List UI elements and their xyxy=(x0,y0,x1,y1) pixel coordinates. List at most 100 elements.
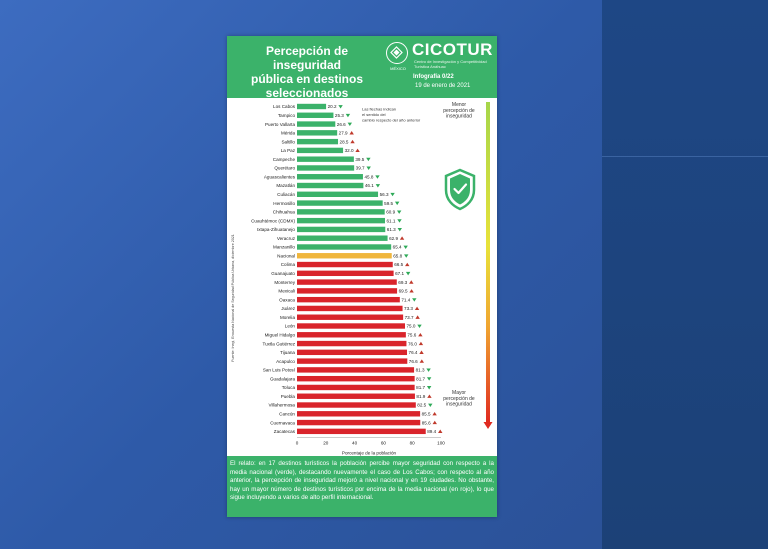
category-label: Saltillo xyxy=(281,139,295,144)
bar xyxy=(297,332,406,338)
category-label: Mexicali xyxy=(278,289,295,294)
change-arrow-down-icon xyxy=(426,377,432,381)
bar xyxy=(297,226,386,233)
data-label: 85.5 xyxy=(422,412,431,417)
change-arrow-down-icon xyxy=(426,368,431,372)
legend-note: Las flechas indican xyxy=(362,107,396,112)
data-label: 76.4 xyxy=(409,350,418,355)
category-label: Culiacán xyxy=(277,192,295,197)
infographic-header: Percepción de inseguridad pública en des… xyxy=(227,36,497,100)
bar xyxy=(297,103,327,110)
category-label: Hermosillo xyxy=(273,201,295,206)
change-arrow-down-icon xyxy=(347,122,353,127)
legend-note: el sentido del xyxy=(362,112,386,117)
bar xyxy=(297,191,379,197)
infographic-title: Percepción de inseguridad pública en des… xyxy=(233,44,381,100)
category-label: Cancún xyxy=(279,412,295,417)
change-arrow-down-icon xyxy=(397,228,402,232)
data-label: 75.0 xyxy=(407,324,416,329)
data-label: 45.8 xyxy=(364,174,373,179)
x-tick-label: 80 xyxy=(410,440,416,445)
category-label: Chihuahua xyxy=(273,210,296,215)
x-tick-label: 60 xyxy=(381,440,387,445)
change-arrow-up-icon xyxy=(427,394,432,398)
infographic-card: Percepción de inseguridad pública en des… xyxy=(227,36,497,517)
bar xyxy=(297,253,392,259)
seal-label: MÉXICO xyxy=(390,66,406,71)
publication-date: 19 de enero de 2021 xyxy=(415,83,471,89)
category-label: Tampico xyxy=(278,113,296,118)
category-label: Tijuana xyxy=(280,350,295,355)
category-label: Mérida xyxy=(281,131,295,136)
category-label: Mazatlán xyxy=(276,183,295,188)
background-right-band xyxy=(602,0,768,549)
data-label: 81.7 xyxy=(416,385,425,390)
bar xyxy=(297,182,364,189)
change-arrow-down-icon xyxy=(366,166,371,170)
change-arrow-up-icon xyxy=(405,262,410,267)
bar xyxy=(297,138,339,145)
change-arrow-down-icon xyxy=(403,245,408,249)
category-label: La Paz xyxy=(281,148,296,153)
data-label: 71.4 xyxy=(401,297,410,302)
data-label: 65.4 xyxy=(393,245,402,250)
category-label: Miguel Hidalgo xyxy=(265,332,296,337)
data-label: 67.1 xyxy=(395,271,404,276)
change-arrow-down-icon xyxy=(412,298,417,302)
change-arrow-up-icon xyxy=(349,131,354,135)
change-arrow-up-icon xyxy=(414,306,420,311)
data-label: 66.5 xyxy=(394,262,403,267)
scale-arrow-down-icon xyxy=(483,422,493,429)
data-label: 32.0 xyxy=(345,148,354,153)
x-tick-label: 20 xyxy=(323,440,329,445)
category-label: Toluca xyxy=(282,385,296,390)
bar xyxy=(297,288,398,294)
change-arrow-up-icon xyxy=(419,350,424,354)
x-tick-label: 40 xyxy=(352,440,358,445)
bar xyxy=(297,428,426,435)
category-label: Villahermosa xyxy=(269,403,296,408)
source-note: Fuente: Inegi, Encuesta Nacional de Segu… xyxy=(231,234,235,361)
data-label: 56.3 xyxy=(380,192,389,197)
change-arrow-down-icon xyxy=(338,105,343,109)
bar xyxy=(297,165,355,171)
x-axis-label: Porcentaje de la población xyxy=(342,450,397,455)
category-label: Tuxtla Gutiérrez xyxy=(262,341,295,346)
change-arrow-up-icon xyxy=(399,236,405,240)
data-label: 26.6 xyxy=(337,122,346,127)
bar xyxy=(297,270,394,277)
bar xyxy=(297,419,421,426)
bar xyxy=(297,323,405,329)
category-label: Nacional xyxy=(277,253,295,258)
seal-logo-icon xyxy=(386,42,408,64)
change-arrow-down-icon xyxy=(426,386,432,390)
category-label: Acapulco xyxy=(276,359,295,364)
category-label: Monterrey xyxy=(274,280,295,285)
bar xyxy=(297,375,415,382)
x-tick-label: 0 xyxy=(296,440,299,445)
data-label: 61.3 xyxy=(387,227,396,232)
category-label: Ixtapa-Zihuatanejo xyxy=(257,227,295,232)
bar xyxy=(297,340,407,347)
bar xyxy=(297,296,400,303)
change-arrow-down-icon xyxy=(396,210,402,214)
category-label: Guanajuato xyxy=(271,271,295,276)
data-label: 46.1 xyxy=(365,183,374,188)
bar xyxy=(297,112,334,118)
background-divider-line xyxy=(602,156,768,157)
data-label: 82.5 xyxy=(417,403,426,408)
category-label: Manzanillo xyxy=(273,245,295,250)
data-label: 39.7 xyxy=(356,166,365,171)
bar xyxy=(297,121,336,127)
data-label: 76.6 xyxy=(409,359,418,364)
data-label: 81.9 xyxy=(416,394,425,399)
shield-check-icon xyxy=(444,168,476,211)
data-label: 85.6 xyxy=(422,420,431,425)
change-arrow-up-icon xyxy=(355,148,360,152)
data-label: 81.7 xyxy=(416,376,425,381)
category-label: Puerto Vallarta xyxy=(265,122,295,127)
data-label: 73.7 xyxy=(405,315,414,320)
category-label: Puebla xyxy=(281,394,296,399)
bar xyxy=(297,200,383,206)
data-label: 27.9 xyxy=(339,131,348,136)
